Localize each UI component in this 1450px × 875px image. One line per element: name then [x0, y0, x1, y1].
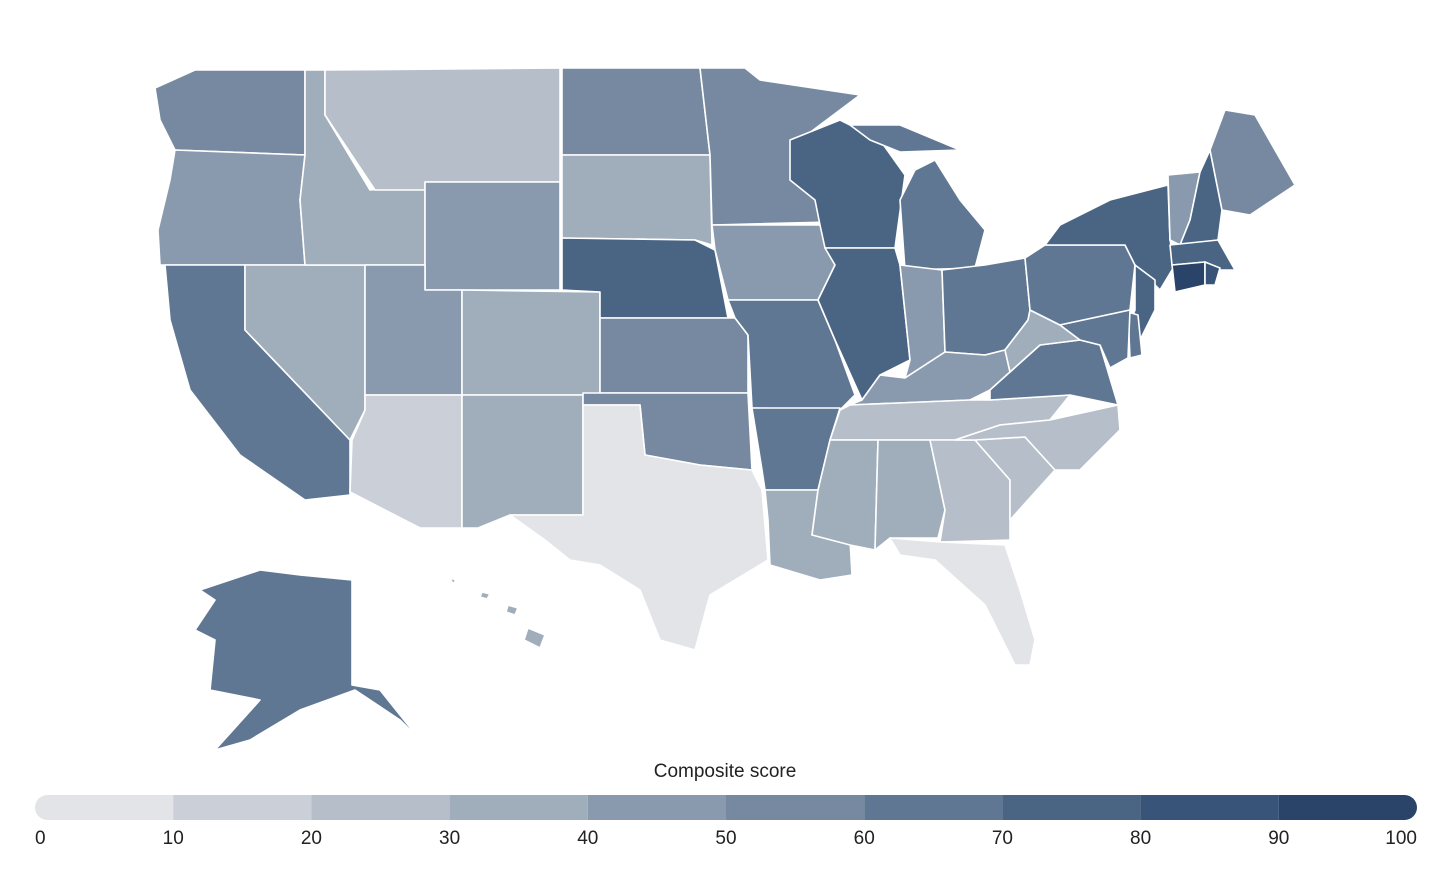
- legend-tick-label: 30: [439, 828, 460, 849]
- region: [461, 289, 601, 396]
- legend-tick-label: 20: [301, 828, 322, 849]
- region: [349, 394, 463, 529]
- legend-swatch: [311, 795, 450, 820]
- legend-swatch: [726, 795, 865, 820]
- region: [711, 224, 836, 301]
- legend-tick-label: 80: [1130, 828, 1151, 849]
- region: [599, 317, 749, 394]
- region: [461, 394, 584, 529]
- legend-tick-label: 50: [715, 828, 736, 849]
- legend-tick-label: 100: [1385, 828, 1417, 849]
- legend-bar: [35, 795, 1417, 820]
- regions: [154, 67, 1296, 751]
- legend-swatch: [1140, 795, 1279, 820]
- region: [154, 69, 306, 156]
- legend-tick-label: 70: [992, 828, 1013, 849]
- region: [194, 569, 421, 751]
- region: [157, 149, 306, 266]
- legend-tick-label: 0: [35, 828, 46, 849]
- legend-swatch: [35, 795, 174, 820]
- region: [1204, 261, 1221, 286]
- region: [889, 537, 1036, 666]
- legend-tick-label: 10: [163, 828, 184, 849]
- legend-tick-label: 40: [577, 828, 598, 849]
- region: [561, 67, 711, 156]
- legend-swatch: [449, 795, 588, 820]
- region: [324, 67, 561, 191]
- legend-swatch: [1002, 795, 1141, 820]
- legend-tick-label: 90: [1268, 828, 1289, 849]
- legend-swatch: [587, 795, 726, 820]
- region: [954, 404, 1121, 471]
- region: [1059, 309, 1131, 369]
- legend-tick-label: 60: [854, 828, 875, 849]
- legend-title: Composite score: [654, 761, 797, 782]
- region: [509, 404, 769, 651]
- legend-swatch: [1278, 795, 1417, 820]
- region: [424, 181, 561, 291]
- region: [849, 124, 986, 271]
- region: [561, 154, 713, 246]
- region: [449, 577, 546, 649]
- region: [1171, 261, 1206, 293]
- legend-swatch: [173, 795, 312, 820]
- legend-swatch: [864, 795, 1003, 820]
- region: [1209, 109, 1296, 216]
